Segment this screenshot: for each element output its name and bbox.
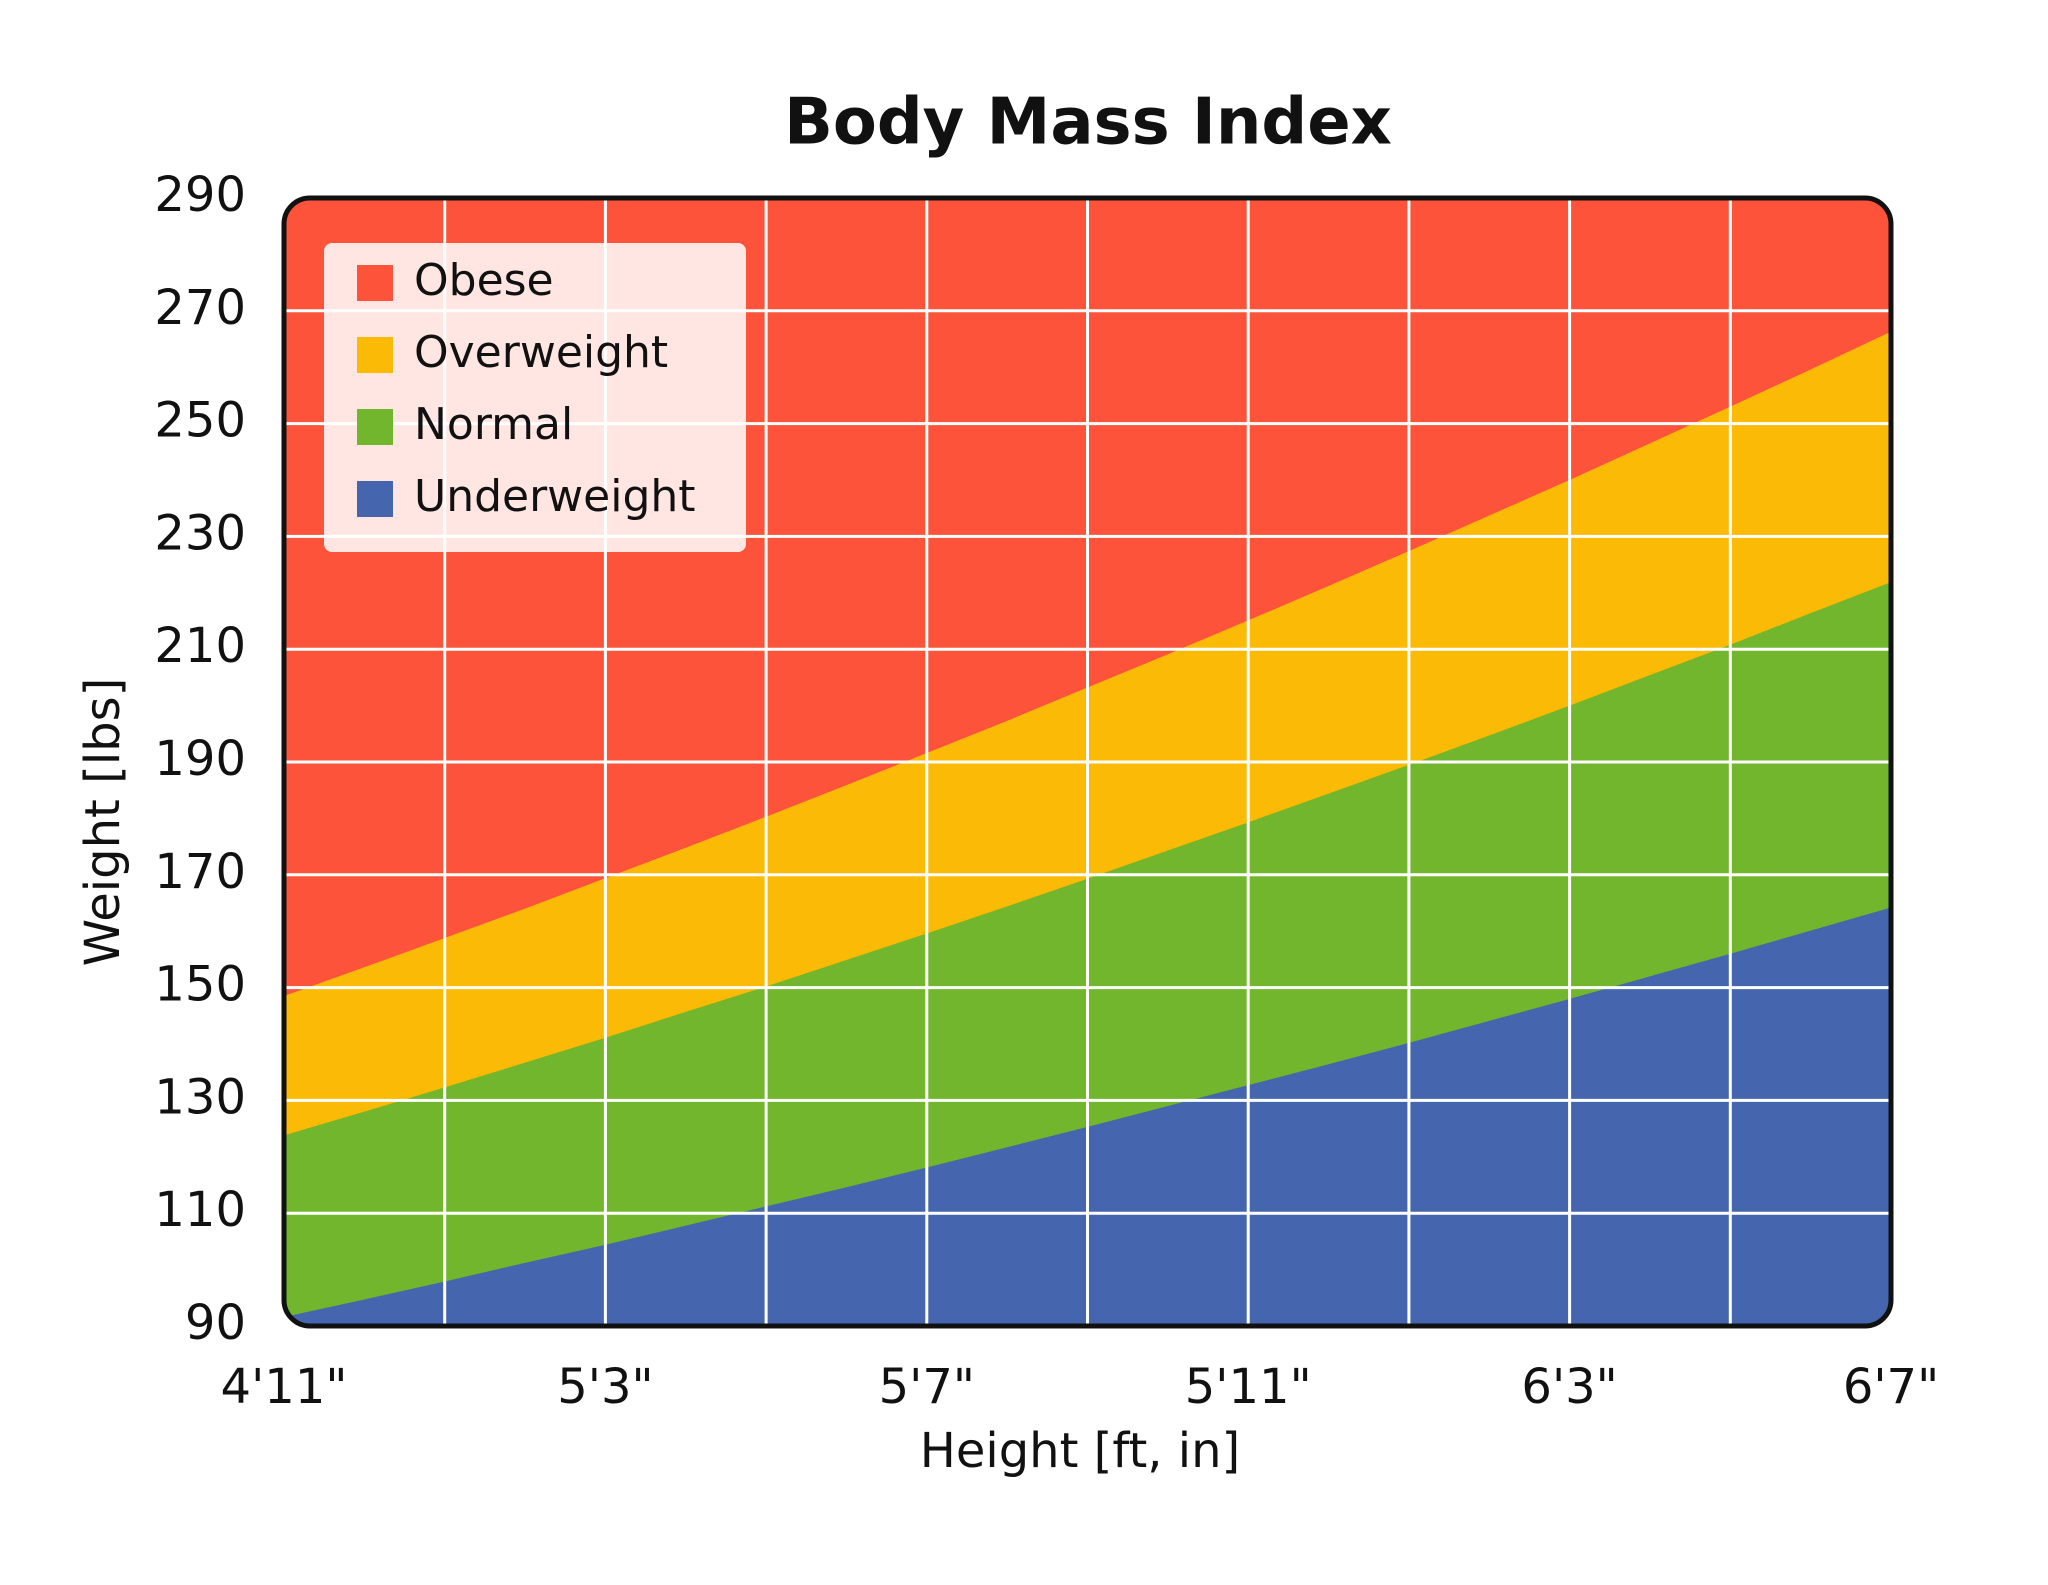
y-axis-title: Weight [lbs]: [75, 678, 131, 967]
y-tick-label: 190: [154, 731, 246, 787]
x-tick-label: 4'11": [221, 1359, 348, 1415]
legend: Obese Overweight Normal Underweight: [324, 243, 746, 552]
chart-title: Body Mass Index: [784, 86, 1392, 160]
legend-box: [324, 243, 746, 552]
y-tick-label: 170: [154, 844, 246, 900]
legend-label: Normal: [414, 399, 573, 450]
y-tick-label: 250: [154, 393, 246, 449]
y-tick-label: 110: [154, 1182, 246, 1238]
y-tick-label: 270: [154, 280, 246, 336]
legend-label: Overweight: [414, 327, 668, 378]
x-tick-label: 5'11": [1185, 1359, 1312, 1415]
y-tick-label: 230: [154, 505, 246, 561]
legend-swatch: [357, 265, 393, 301]
y-tick-label: 90: [185, 1295, 246, 1351]
x-tick-label: 5'7": [879, 1359, 975, 1415]
x-tick-label: 6'3": [1521, 1359, 1617, 1415]
x-axis-title: Height [ft, in]: [920, 1423, 1241, 1479]
plot-border: [281, 195, 1894, 1329]
legend-swatch: [357, 409, 393, 445]
y-tick-label: 210: [154, 618, 246, 674]
legend-swatch: [357, 337, 393, 373]
plot-area: [284, 198, 1891, 1326]
legend-label: Underweight: [414, 471, 696, 522]
y-tick-label: 130: [154, 1069, 246, 1125]
area: [284, 907, 1891, 1326]
x-tick-label: 6'7": [1843, 1359, 1939, 1415]
x-tick-label: 5'3": [557, 1359, 653, 1415]
y-tick-label: 150: [154, 957, 246, 1013]
y-tick-label: 290: [154, 167, 246, 223]
legend-swatch: [357, 481, 393, 517]
legend-label: Obese: [414, 255, 554, 306]
